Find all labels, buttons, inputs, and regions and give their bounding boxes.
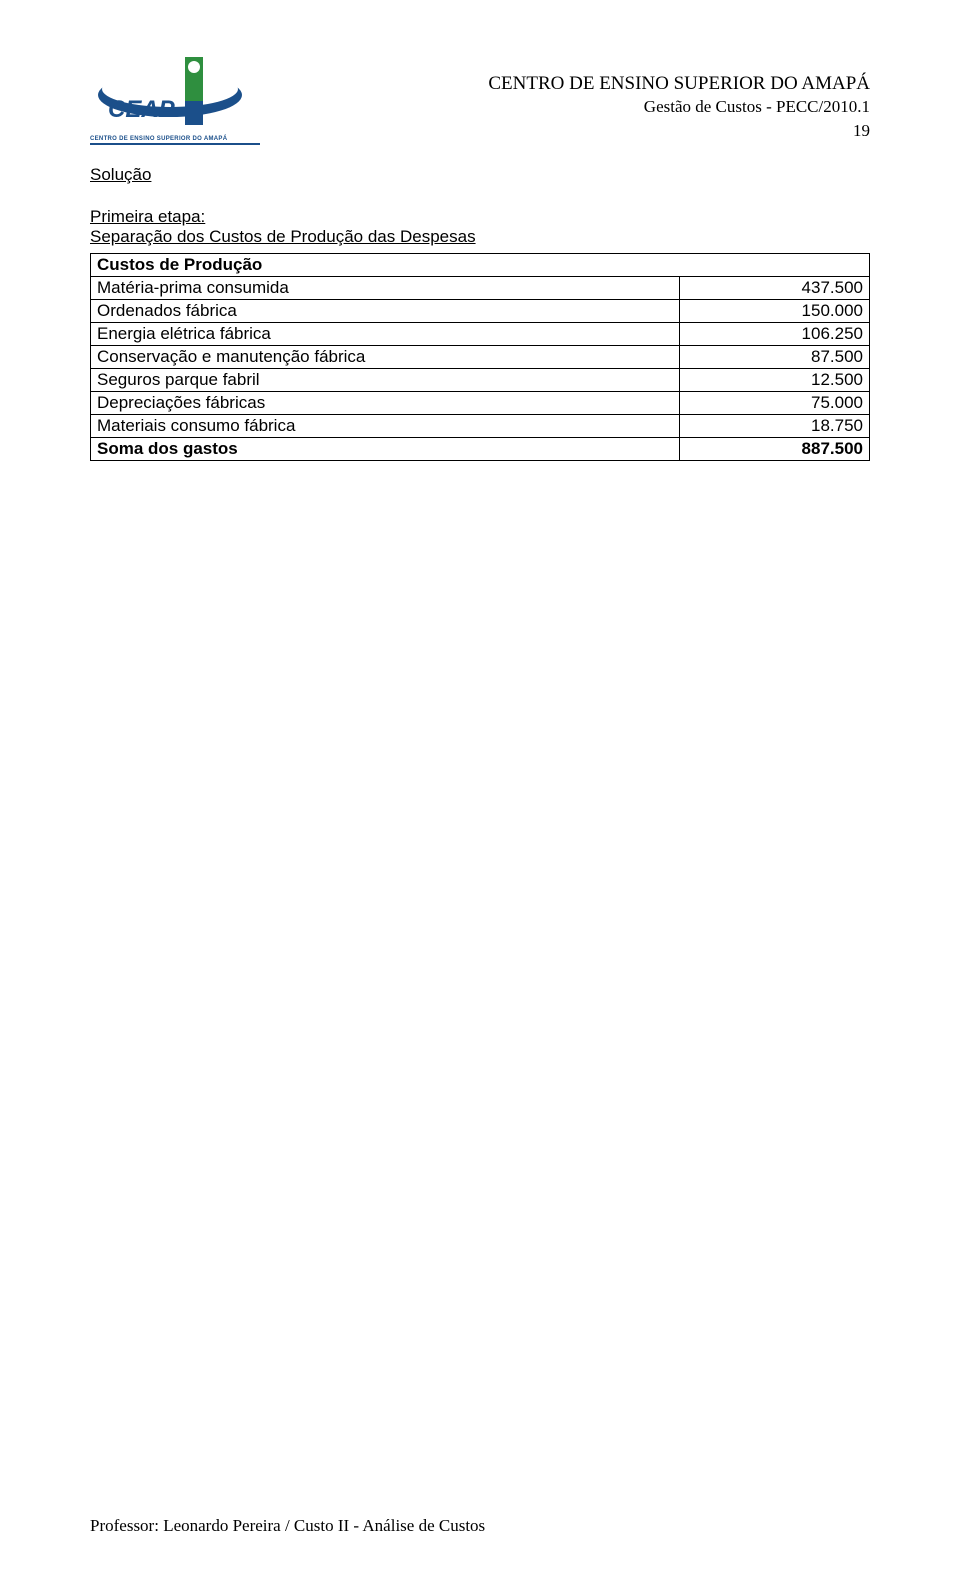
page-header: CEAP CENTRO DE ENSINO SUPERIOR DO AMAPÁ … — [90, 55, 870, 155]
header-right: CENTRO DE ENSINO SUPERIOR DO AMAPÁ Gestã… — [488, 55, 870, 141]
logo: CEAP CENTRO DE ENSINO SUPERIOR DO AMAPÁ — [90, 55, 265, 155]
row-label: Seguros parque fabril — [91, 369, 680, 392]
table-row: Ordenados fábrica 150.000 — [91, 300, 870, 323]
total-value: 887.500 — [680, 438, 870, 461]
costs-table: Custos de Produção Matéria-prima consumi… — [90, 253, 870, 461]
stage-description: Separação dos Custos de Produção das Des… — [90, 227, 870, 247]
row-label: Materiais consumo fábrica — [91, 415, 680, 438]
table-row: Energia elétrica fábrica 106.250 — [91, 323, 870, 346]
table-row: Matéria-prima consumida 437.500 — [91, 277, 870, 300]
row-value: 18.750 — [680, 415, 870, 438]
row-value: 437.500 — [680, 277, 870, 300]
table-total-row: Soma dos gastos 887.500 — [91, 438, 870, 461]
row-value: 87.500 — [680, 346, 870, 369]
stage-label: Primeira etapa: — [90, 207, 870, 227]
svg-text:CEAP: CEAP — [108, 96, 176, 123]
row-label: Matéria-prima consumida — [91, 277, 680, 300]
row-value: 12.500 — [680, 369, 870, 392]
content-block: Solução Primeira etapa: Separação dos Cu… — [90, 165, 870, 461]
solution-label: Solução — [90, 165, 870, 185]
row-label: Depreciações fábricas — [91, 392, 680, 415]
table-row: Materiais consumo fábrica 18.750 — [91, 415, 870, 438]
org-title: CENTRO DE ENSINO SUPERIOR DO AMAPÁ — [488, 73, 870, 95]
table-row: Conservação e manutenção fábrica 87.500 — [91, 346, 870, 369]
row-label: Ordenados fábrica — [91, 300, 680, 323]
table-row: Depreciações fábricas 75.000 — [91, 392, 870, 415]
ceap-logo-icon: CEAP — [90, 55, 265, 140]
logo-caption: CENTRO DE ENSINO SUPERIOR DO AMAPÁ — [90, 136, 260, 145]
table-header-row: Custos de Produção — [91, 254, 870, 277]
total-label: Soma dos gastos — [91, 438, 680, 461]
table-row: Seguros parque fabril 12.500 — [91, 369, 870, 392]
table-title: Custos de Produção — [91, 254, 870, 277]
row-value: 106.250 — [680, 323, 870, 346]
row-value: 150.000 — [680, 300, 870, 323]
page-number: 19 — [488, 121, 870, 141]
row-value: 75.000 — [680, 392, 870, 415]
row-label: Conservação e manutenção fábrica — [91, 346, 680, 369]
doc-subtitle: Gestão de Custos - PECC/2010.1 — [488, 97, 870, 117]
page-footer: Professor: Leonardo Pereira / Custo II -… — [90, 1516, 485, 1536]
row-label: Energia elétrica fábrica — [91, 323, 680, 346]
